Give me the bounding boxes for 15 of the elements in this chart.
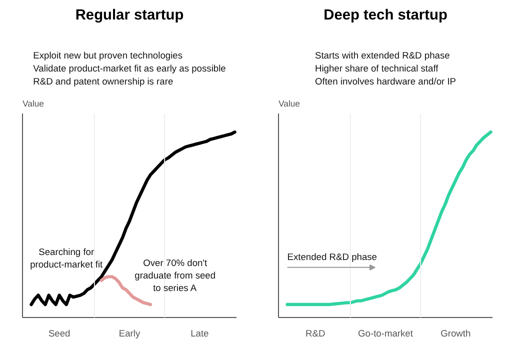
x-tick-label: Growth [440, 328, 471, 338]
annotation: Searching for product-market fit [30, 247, 104, 270]
chart-subtitle: Starts with extended R&D phase Higher share of technical staff Often involves hardware and/or IP [314, 50, 456, 86]
annotation: Over 70% don't graduate from seed to series A [134, 258, 216, 294]
y-axis-title: Value [22, 98, 44, 108]
x-tick-label: Seed [48, 328, 70, 338]
chart-subtitle: Exploit new but proven technologies Validate product-market fit as early as possible R&D and patent ownership is rare [33, 50, 226, 86]
x-tick-label: R&D [305, 328, 326, 338]
chart-title: Regular startup [75, 8, 184, 24]
x-tick-label: Early [118, 328, 140, 338]
x-tick-label: Go-to-market [358, 328, 414, 338]
y-axis-title: Value [278, 98, 300, 108]
annotation: Extended R&D phase [287, 252, 377, 262]
chart-title: Deep tech startup [324, 8, 448, 24]
x-tick-label: Late [190, 328, 209, 338]
